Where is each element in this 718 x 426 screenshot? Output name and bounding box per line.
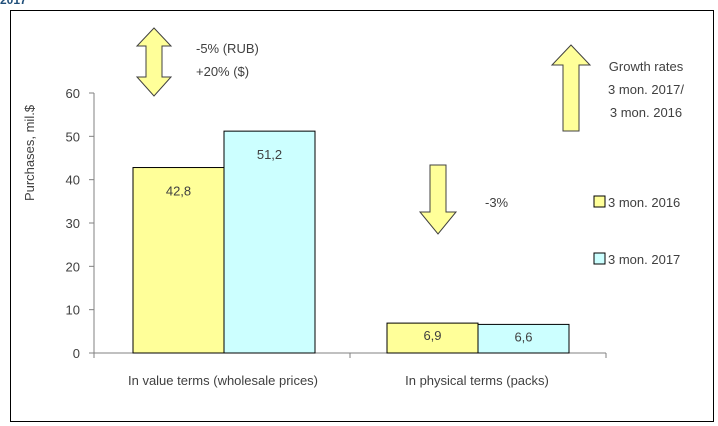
legend-label-2016: 3 mon. 2016 bbox=[608, 195, 680, 210]
bar-data-label: 6,6 bbox=[514, 329, 532, 344]
bar-2017-value bbox=[223, 130, 316, 354]
chart-frame bbox=[10, 10, 714, 422]
y-axis-title: Purchases, mil.$ bbox=[22, 104, 37, 201]
physical-change: -3% bbox=[485, 195, 509, 210]
bar-2017-physical bbox=[477, 323, 570, 354]
double-arrow-icon bbox=[135, 27, 173, 97]
legend-swatch-2016 bbox=[593, 195, 606, 208]
bar-data-label: 42,8 bbox=[166, 184, 191, 199]
bar-2016-value bbox=[132, 167, 225, 354]
y-tick-label: 50 bbox=[66, 129, 80, 144]
bar-data-label: 6,9 bbox=[423, 328, 441, 343]
growth-rates-line2: 3 mon. 2017/ bbox=[608, 82, 684, 97]
category-label-physical: In physical terms (packs) bbox=[405, 373, 549, 388]
legend-label-2017: 3 mon. 2017 bbox=[608, 252, 680, 267]
y-tick-label: 0 bbox=[73, 346, 80, 361]
up-arrow-icon bbox=[550, 44, 592, 132]
down-arrow-icon bbox=[418, 164, 458, 235]
category-label-value: In value terms (wholesale prices) bbox=[128, 373, 318, 388]
growth-rates-line1: Growth rates bbox=[609, 59, 684, 74]
y-tick-label: 60 bbox=[66, 86, 80, 101]
y-tick-label: 20 bbox=[66, 259, 80, 274]
legend-swatch-2017 bbox=[593, 252, 606, 265]
y-tick-label: 40 bbox=[66, 173, 80, 188]
y-tick-label: 30 bbox=[66, 216, 80, 231]
page-header-fragment: 2017 bbox=[0, 0, 27, 7]
value-change-rub: -5% (RUB) bbox=[196, 41, 259, 56]
growth-rates-line3: 3 mon. 2016 bbox=[610, 105, 682, 120]
value-change-usd: +20% ($) bbox=[196, 64, 249, 79]
bar-data-label: 51,2 bbox=[257, 147, 282, 162]
y-tick-label: 10 bbox=[66, 303, 80, 318]
